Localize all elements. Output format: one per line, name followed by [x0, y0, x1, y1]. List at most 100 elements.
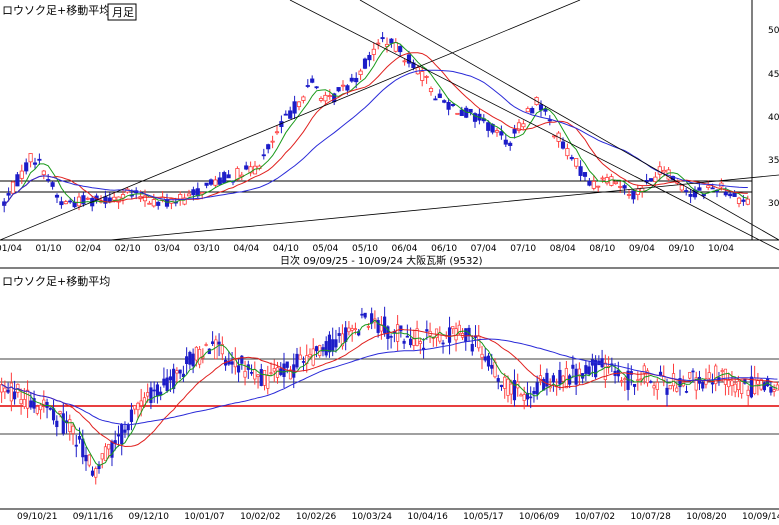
lower-candle-body — [412, 337, 416, 346]
lower-candle-body — [87, 454, 91, 466]
upper-x-tick: 09/04 — [629, 244, 655, 254]
lower-candle-body — [211, 341, 215, 345]
lower-candle-body — [165, 377, 169, 392]
upper-candle-body — [362, 58, 368, 69]
lower-candle-body — [191, 353, 195, 367]
upper-x-tick: 03/10 — [194, 244, 220, 254]
lower-candle-body — [759, 379, 763, 390]
lower-candle-body — [337, 333, 341, 336]
lower-candle-body — [51, 408, 56, 421]
upper-candle-body — [345, 85, 350, 91]
upper-candle-body — [10, 181, 16, 194]
upper-candle-body — [710, 187, 715, 190]
lower-candle-body — [649, 381, 653, 383]
upper-candle-body — [85, 197, 90, 200]
upper-candle-body — [15, 174, 20, 187]
lower-candle-body — [334, 339, 338, 348]
lower-candle-body — [233, 357, 237, 368]
lower-candle-body — [198, 349, 202, 365]
lower-candle-body — [340, 333, 345, 347]
lower-candle-body — [629, 371, 633, 375]
upper-candle-body — [358, 70, 363, 76]
lower-candle-body — [714, 365, 718, 385]
upper-ma-mid — [3, 52, 748, 206]
lower-candle-body — [525, 392, 530, 400]
upper-candle-body — [336, 87, 341, 92]
lower-candle-body — [120, 424, 124, 445]
upper-candle-body — [182, 197, 187, 205]
lower-candle-body — [749, 376, 753, 398]
lower-candle-body — [522, 394, 526, 401]
upper-candle-body — [200, 192, 205, 195]
upper-candle-body — [169, 198, 174, 204]
lower-candle-body — [100, 453, 104, 460]
lower-candle-body — [321, 347, 325, 352]
lower-candles — [0, 306, 779, 485]
lower-candle-body — [249, 372, 254, 374]
upper-candle-body — [147, 202, 152, 205]
lower-candle-body — [133, 405, 137, 410]
lower-candle-body — [470, 343, 474, 352]
lower-candle-body — [558, 369, 562, 385]
upper-candle-body — [32, 162, 38, 165]
upper-x-tick-labels: 01/04 01/10 02/04 02/10 03/04 03/10 04/04 04/10… — [0, 244, 734, 254]
lower-candle-body — [155, 384, 160, 397]
lower-candle-body — [451, 326, 455, 330]
upper-candle-body — [736, 197, 742, 204]
lower-candle-body — [746, 389, 750, 396]
upper-candle-body — [37, 158, 42, 161]
upper-candle-body — [376, 42, 381, 45]
upper-candle-body — [63, 201, 68, 205]
lower-candle-body — [282, 363, 286, 377]
upper-candle-body — [512, 128, 517, 134]
lower-candle-body — [668, 384, 672, 390]
upper-candle-body — [688, 194, 693, 197]
lower-candle-body — [619, 380, 624, 383]
lower-candle-body — [512, 380, 517, 401]
upper-x-tick: 10/04 — [708, 244, 734, 254]
lower-candle-body — [350, 328, 354, 331]
upper-candle-body — [301, 96, 306, 101]
lower-candle-body — [564, 368, 568, 389]
lower-candle-body — [736, 380, 741, 391]
upper-candle-body — [437, 93, 442, 99]
lower-candle-body — [376, 320, 380, 333]
lower-candle-body — [691, 370, 695, 373]
lower-candle-body — [701, 382, 705, 389]
lower-candle-body — [35, 406, 39, 414]
lower-candle-body — [584, 365, 588, 374]
upper-candle-body — [292, 101, 297, 114]
lower-candle-body — [587, 366, 591, 375]
lower-candle-body — [230, 361, 234, 365]
upper-candle-body — [420, 71, 425, 81]
lower-candle-body — [217, 341, 221, 345]
lower-candle-body — [486, 355, 491, 367]
lower-x-tick: 10/03/24 — [352, 512, 393, 521]
lower-candle-body — [571, 364, 575, 369]
lower-candle-body — [272, 368, 276, 372]
lower-candle-body — [632, 383, 637, 387]
period-button[interactable] — [107, 3, 137, 21]
upper-candle-body — [697, 187, 702, 191]
upper-candle-body — [472, 113, 478, 122]
lower-candle-body — [26, 389, 30, 409]
lower-candle-body — [168, 376, 172, 381]
lower-candle-body — [327, 334, 332, 353]
lower-candle-body — [636, 379, 640, 382]
lower-candle-body — [162, 378, 166, 386]
lower-candle-body — [363, 312, 367, 318]
lower-candle-body — [353, 328, 358, 331]
lower-candle-body — [308, 354, 312, 358]
lower-candle-body — [152, 389, 156, 392]
upper-candle-body — [662, 169, 667, 173]
lower-candle-body — [74, 444, 78, 447]
upper-plot-area — [0, 0, 752, 240]
upper-candle-body — [626, 194, 632, 196]
lower-candle-body — [259, 369, 263, 386]
upper-candle-body — [296, 101, 302, 108]
lower-candle-body — [107, 444, 111, 450]
lower-candle-body — [331, 339, 335, 352]
upper-candle-body — [679, 184, 684, 191]
lower-candle-body — [90, 470, 95, 476]
upper-candle-body — [538, 104, 544, 111]
